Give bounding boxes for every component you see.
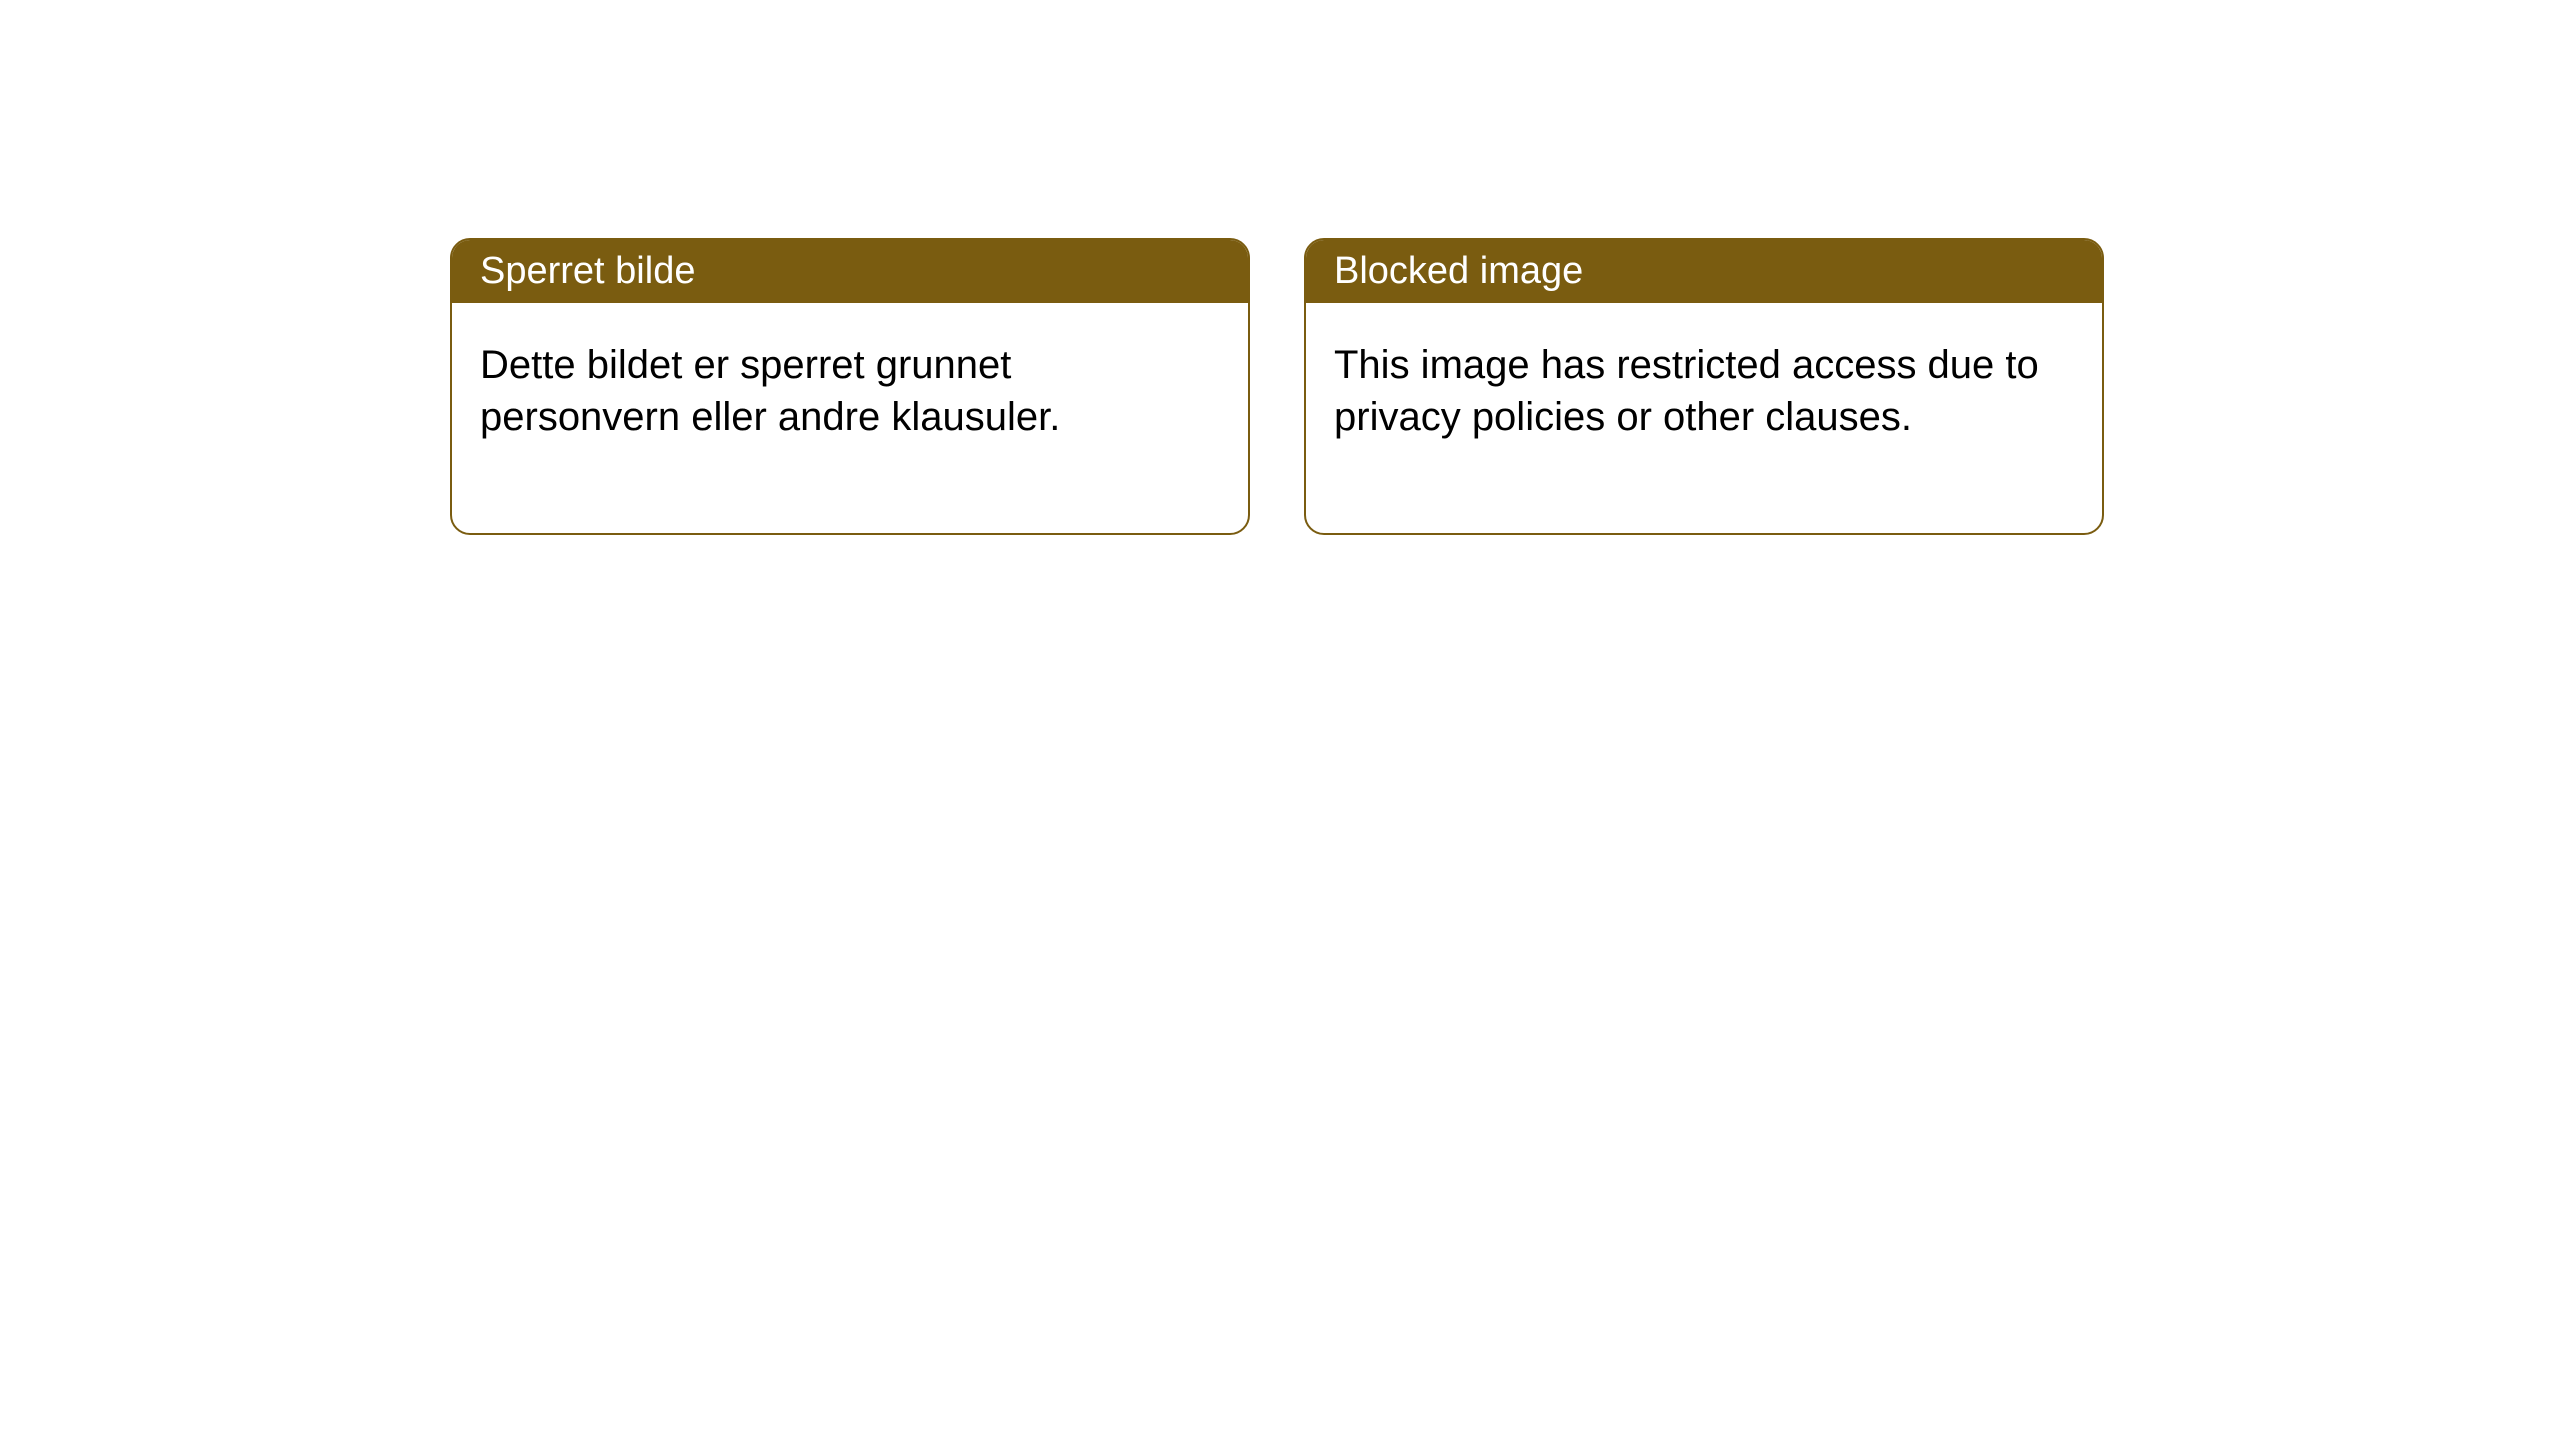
notice-body: Dette bildet er sperret grunnet personve… [452,303,1248,533]
notice-container: Sperret bilde Dette bildet er sperret gr… [0,0,2560,535]
notice-title: Blocked image [1334,250,1583,292]
notice-card-norwegian: Sperret bilde Dette bildet er sperret gr… [450,238,1250,535]
notice-header: Blocked image [1306,240,2102,303]
notice-body-text: Dette bildet er sperret grunnet personve… [480,343,1060,439]
notice-title: Sperret bilde [480,250,695,292]
notice-card-english: Blocked image This image has restricted … [1304,238,2104,535]
notice-header: Sperret bilde [452,240,1248,303]
notice-body-text: This image has restricted access due to … [1334,343,2039,439]
notice-body: This image has restricted access due to … [1306,303,2102,533]
